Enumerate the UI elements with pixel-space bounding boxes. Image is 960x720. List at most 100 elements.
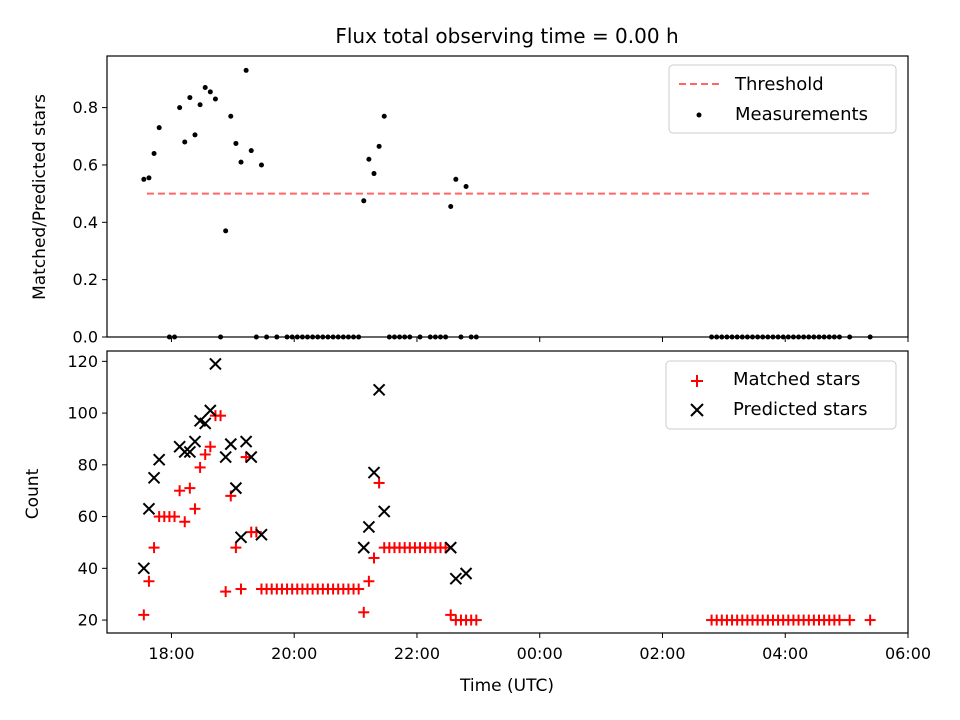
predicted-star-point bbox=[234, 531, 248, 544]
predicted-star-point bbox=[137, 562, 151, 575]
predicted-star-point bbox=[357, 541, 370, 554]
measurement-point bbox=[228, 113, 234, 119]
matched-star-point bbox=[189, 503, 201, 515]
measurement-point bbox=[376, 143, 382, 149]
predicted-legend-swatch bbox=[690, 403, 704, 417]
top-y-axis-label: Matched/Predicted stars bbox=[30, 94, 50, 300]
matched-star-point bbox=[204, 441, 216, 453]
matched-star-point bbox=[220, 586, 232, 598]
top-y-tick-label: 0.6 bbox=[73, 155, 98, 174]
predicted-star-point bbox=[178, 445, 191, 459]
bottom-axes-frame bbox=[106, 350, 909, 634]
top-x-ticks bbox=[170, 337, 909, 342]
matched-star-point bbox=[174, 485, 186, 497]
bottom-y-tick-label: 80 bbox=[78, 455, 98, 474]
matched-star-point bbox=[199, 448, 211, 460]
predicted-star-point bbox=[147, 471, 161, 484]
matched-star-point bbox=[833, 614, 845, 626]
predicted-star-point bbox=[219, 450, 232, 464]
measurement-point bbox=[177, 105, 183, 111]
top-y-ticks: 0.0 0.2 0.4 0.6 0.8 bbox=[73, 98, 107, 347]
matched-star-point bbox=[358, 606, 370, 618]
matched-star-point bbox=[138, 609, 150, 621]
top-legend-box bbox=[668, 64, 897, 134]
chart-title: Flux total observing time = 0.00 h bbox=[335, 24, 678, 48]
bottom-x-tick-label: 20:00 bbox=[271, 644, 317, 663]
measurements-legend-swatch bbox=[696, 112, 702, 118]
bottom-y-ticks: 20 40 60 80 100 120 bbox=[67, 352, 107, 630]
top-y-tick-label: 0.2 bbox=[73, 270, 98, 289]
predicted-legend-label: Predicted stars bbox=[733, 399, 867, 420]
bottom-x-tick-label: 04:00 bbox=[762, 644, 808, 663]
measurement-point bbox=[192, 132, 198, 138]
top-y-tick-label: 0.0 bbox=[73, 328, 98, 347]
predicted-star-point bbox=[142, 502, 156, 516]
matched-star-point bbox=[864, 614, 876, 626]
measurement-point bbox=[187, 95, 193, 101]
matched-star-point bbox=[445, 609, 457, 621]
measurement-point bbox=[182, 139, 188, 145]
bottom-y-tick-label: 20 bbox=[78, 611, 98, 630]
measurement-point bbox=[212, 96, 218, 102]
top-y-tick-label: 0.4 bbox=[73, 213, 98, 232]
measurement-point bbox=[463, 183, 469, 189]
predicted-star-point bbox=[204, 404, 217, 417]
predicted-star-point bbox=[239, 435, 253, 448]
threshold-legend-label: Threshold bbox=[734, 74, 824, 95]
bottom-y-tick-label: 60 bbox=[78, 507, 98, 526]
predicted-star-point bbox=[378, 505, 391, 518]
predicted-star-point bbox=[183, 445, 197, 459]
predicted-star-point bbox=[245, 450, 258, 464]
matched-star-point bbox=[470, 614, 482, 626]
measurement-point bbox=[197, 102, 203, 108]
measurement-point bbox=[243, 67, 249, 73]
matched-star-point bbox=[240, 451, 252, 463]
bottom-legend: Matched stars Predicted stars bbox=[665, 360, 897, 430]
matched-star-point bbox=[143, 575, 155, 587]
measurement-point bbox=[233, 140, 239, 146]
top-legend: Threshold Measurements bbox=[668, 64, 897, 134]
measurement-point bbox=[207, 89, 213, 95]
top-y-tick-label: 0.8 bbox=[73, 98, 98, 117]
predicted-star-point bbox=[255, 528, 268, 541]
matched-legend-swatch bbox=[691, 375, 703, 387]
matched-star-point bbox=[169, 511, 181, 523]
predicted-star-point bbox=[152, 453, 166, 466]
matched-star-point bbox=[230, 542, 242, 554]
bottom-panel: Count 20 40 60 80 100 120 18:00 20:00 22:00 00:0… bbox=[23, 350, 931, 696]
measurement-point bbox=[448, 204, 454, 210]
measurement-point bbox=[223, 228, 229, 234]
matched-star-point bbox=[148, 542, 160, 554]
top-axes-frame bbox=[106, 55, 909, 338]
predicted-star-point bbox=[444, 541, 457, 554]
predicted-star-point bbox=[188, 435, 202, 448]
predicted-stars-points bbox=[137, 357, 473, 585]
measurement-point bbox=[238, 159, 244, 165]
matched-star-point bbox=[368, 552, 380, 564]
measurement-point bbox=[141, 176, 147, 182]
measurement-point bbox=[146, 175, 152, 181]
bottom-x-tick-label: 06:00 bbox=[885, 644, 931, 663]
matched-star-point bbox=[215, 410, 227, 422]
bottom-x-ticks: 18:00 20:00 22:00 00:00 02:00 04:00 06:00 bbox=[148, 633, 931, 663]
measurement-point bbox=[248, 148, 254, 154]
predicted-star-point bbox=[372, 383, 386, 397]
predicted-star-point bbox=[224, 437, 237, 451]
measurement-point bbox=[202, 85, 208, 91]
measurement-point bbox=[381, 113, 387, 119]
bottom-x-tick-label: 22:00 bbox=[394, 644, 440, 663]
measurement-point bbox=[151, 150, 157, 156]
matched-star-point bbox=[844, 614, 856, 626]
measurement-point bbox=[453, 176, 459, 182]
matched-star-point bbox=[184, 482, 196, 494]
matched-star-point bbox=[363, 575, 375, 587]
predicted-star-point bbox=[367, 466, 381, 479]
x-axis-label: Time (UTC) bbox=[459, 676, 554, 696]
measurements-legend-label: Measurements bbox=[735, 104, 868, 125]
predicted-star-point bbox=[209, 357, 222, 371]
measurement-point bbox=[371, 171, 377, 177]
predicted-star-point bbox=[229, 481, 243, 495]
bottom-x-tick-label: 18:00 bbox=[148, 644, 194, 663]
predicted-star-point bbox=[449, 572, 463, 585]
